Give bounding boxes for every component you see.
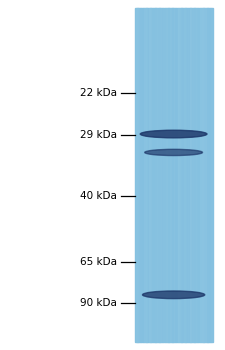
Bar [158,8,160,342]
Ellipse shape [142,291,205,299]
Text: 90 kDa: 90 kDa [80,299,117,308]
Bar [210,8,212,342]
Bar [145,8,147,342]
Bar [179,8,180,342]
Bar [211,8,213,342]
Bar [202,8,204,342]
Bar [136,8,137,342]
Bar [174,8,175,342]
Bar [209,8,210,342]
Ellipse shape [145,149,202,155]
Bar [154,8,156,342]
Bar [196,8,197,342]
Bar [141,8,143,342]
Bar [137,8,139,342]
Bar [194,8,196,342]
Bar [161,8,162,342]
Bar [192,8,193,342]
Bar [139,8,140,342]
Bar [162,8,164,342]
Bar [170,8,171,342]
Text: 40 kDa: 40 kDa [80,191,117,201]
Bar [207,8,209,342]
Bar [149,8,151,342]
Bar [167,8,169,342]
Bar [191,8,192,342]
Ellipse shape [140,130,207,138]
Bar [135,8,136,342]
Bar [153,8,154,342]
Bar [166,8,167,342]
Bar [144,8,145,342]
Bar [172,8,174,342]
Bar [185,8,187,342]
Bar [205,8,206,342]
Text: 65 kDa: 65 kDa [80,257,117,267]
Bar [148,8,149,342]
Bar [198,8,200,342]
Bar [140,8,142,342]
Bar [176,8,178,342]
Bar [197,8,198,342]
Bar [163,8,165,342]
Bar [184,8,185,342]
Bar [203,8,205,342]
Bar [200,8,201,342]
Bar [142,8,144,342]
Bar [193,8,195,342]
Bar [146,8,148,342]
Bar [157,8,158,342]
Bar [175,8,176,342]
Bar [188,8,189,342]
Bar [171,8,173,342]
Bar [206,8,207,342]
Bar [159,8,161,342]
Bar [152,8,153,342]
Bar [155,8,157,342]
Bar [164,8,166,342]
Text: 29 kDa: 29 kDa [80,130,117,140]
Bar [169,8,170,342]
Text: 22 kDa: 22 kDa [80,89,117,98]
Bar [180,8,182,342]
Bar [183,8,184,342]
Bar [187,8,188,342]
Bar [201,8,202,342]
Bar [178,8,179,342]
Bar [150,8,152,342]
Bar [189,8,191,342]
Bar [181,8,183,342]
